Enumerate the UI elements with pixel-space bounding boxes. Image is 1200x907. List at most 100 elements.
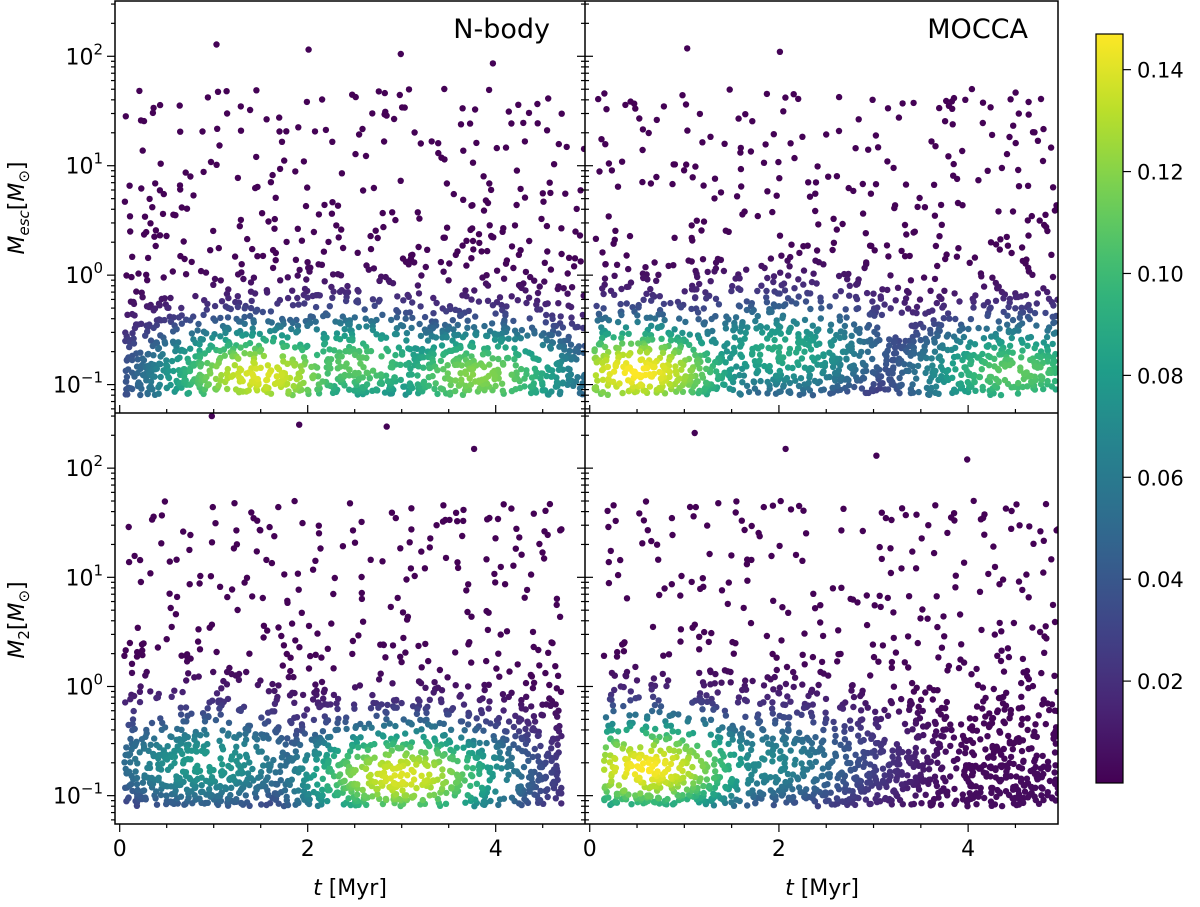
data-point (198, 774, 205, 781)
data-point (1048, 556, 1055, 563)
data-point (399, 609, 407, 616)
data-point (197, 732, 204, 739)
data-point (313, 756, 320, 763)
data-point (505, 108, 512, 115)
data-point (536, 763, 544, 771)
data-point (237, 707, 244, 714)
data-point (1024, 715, 1031, 722)
data-point (966, 715, 974, 722)
data-point (153, 365, 160, 372)
data-point (737, 165, 745, 173)
data-point (701, 628, 708, 636)
data-point (125, 794, 132, 801)
data-point (651, 315, 659, 322)
data-point (219, 768, 226, 775)
data-point (966, 259, 973, 266)
data-point (469, 765, 477, 772)
data-point (263, 116, 270, 123)
data-point (259, 252, 267, 260)
data-point (436, 666, 444, 674)
data-point (304, 294, 311, 301)
data-point (121, 198, 129, 205)
data-point (834, 658, 841, 665)
data-point (784, 364, 792, 371)
data-point (1016, 522, 1023, 529)
data-point (300, 158, 308, 165)
data-point (884, 158, 891, 165)
data-point (525, 294, 533, 301)
data-point (535, 758, 542, 765)
data-point (898, 247, 905, 255)
data-point (636, 115, 643, 122)
data-point (928, 355, 935, 362)
data-point (820, 261, 827, 268)
data-point (1043, 635, 1050, 642)
data-point (193, 748, 200, 755)
data-point (949, 374, 956, 381)
data-point (213, 690, 221, 697)
data-point (653, 116, 660, 124)
data-point (178, 304, 185, 312)
data-point (555, 728, 563, 735)
data-point (600, 305, 607, 312)
data-point (598, 334, 606, 342)
data-point (383, 763, 390, 770)
data-point (268, 780, 275, 787)
data-point (503, 628, 511, 635)
data-point (602, 141, 609, 148)
data-point (478, 784, 486, 791)
data-point (475, 298, 483, 305)
data-point (572, 228, 579, 235)
data-point (1009, 316, 1017, 324)
data-point (232, 386, 240, 393)
data-point (499, 691, 507, 698)
data-point (914, 639, 921, 647)
data-point (515, 718, 523, 725)
data-point (1012, 139, 1019, 147)
data-point (470, 445, 478, 453)
data-point (233, 527, 240, 534)
data-point (795, 382, 803, 390)
data-point (580, 374, 585, 381)
data-point (1005, 303, 1012, 311)
data-point (280, 642, 288, 649)
data-point (219, 746, 227, 753)
data-point (645, 129, 652, 137)
data-point (778, 637, 785, 644)
data-point (901, 299, 908, 306)
data-point (129, 726, 136, 734)
data-point (333, 700, 340, 707)
data-point (496, 749, 503, 756)
data-point (819, 632, 827, 640)
data-point (610, 368, 618, 375)
data-point (206, 786, 213, 793)
data-point (969, 739, 977, 747)
data-point (187, 531, 194, 539)
data-point (210, 281, 217, 288)
data-point (631, 100, 638, 107)
data-point (1006, 740, 1013, 747)
data-point (859, 527, 866, 535)
data-point (414, 372, 421, 379)
data-point (1014, 390, 1022, 397)
data-point (967, 315, 975, 323)
data-point (369, 691, 376, 699)
data-point (142, 672, 149, 679)
data-point (403, 337, 410, 344)
data-point (208, 413, 215, 420)
data-point (518, 735, 526, 743)
data-point (700, 182, 707, 189)
data-point (306, 268, 313, 275)
data-point (980, 302, 987, 309)
data-point (408, 781, 415, 788)
data-point (322, 126, 330, 134)
data-point (204, 705, 211, 712)
data-point (994, 652, 1001, 659)
data-point (196, 795, 203, 802)
data-point (554, 741, 561, 749)
data-point (298, 237, 306, 244)
data-point (357, 360, 364, 367)
data-point (809, 354, 816, 361)
scatter-points (591, 45, 1058, 399)
data-point (448, 347, 455, 354)
